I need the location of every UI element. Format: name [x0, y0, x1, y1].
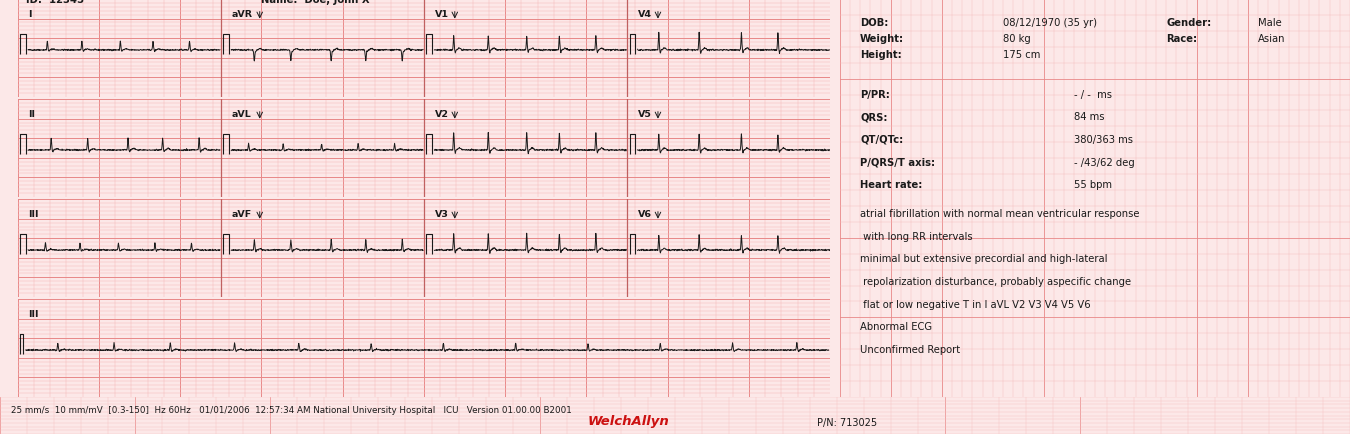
Text: III: III [28, 309, 39, 318]
Text: 175 cm: 175 cm [1003, 49, 1041, 59]
Text: V3: V3 [435, 209, 448, 218]
Text: repolarization disturbance, probably aspecific change: repolarization disturbance, probably asp… [860, 276, 1131, 286]
Text: II: II [28, 109, 35, 118]
Text: ID:  12345: ID: 12345 [26, 0, 84, 5]
Text: minimal but extensive precordial and high-lateral: minimal but extensive precordial and hig… [860, 254, 1107, 264]
Text: 380/363 ms: 380/363 ms [1075, 135, 1134, 145]
Text: Asian: Asian [1258, 34, 1285, 44]
Text: 08/12/1970 (35 yr): 08/12/1970 (35 yr) [1003, 18, 1098, 28]
Text: flat or low negative T in I aVL V2 V3 V4 V5 V6: flat or low negative T in I aVL V2 V3 V4… [860, 299, 1091, 309]
Text: Height:: Height: [860, 49, 902, 59]
Text: Race:: Race: [1166, 34, 1197, 44]
Text: 80 kg: 80 kg [1003, 34, 1031, 44]
Text: 25 mm/s  10 mm/mV  [0.3-150]  Hz 60Hz   01/01/2006  12:57:34 AM National Univers: 25 mm/s 10 mm/mV [0.3-150] Hz 60Hz 01/01… [11, 405, 571, 414]
Text: aVR: aVR [231, 10, 252, 19]
Text: QRS:: QRS: [860, 112, 887, 122]
Text: 55 bpm: 55 bpm [1075, 180, 1112, 190]
Text: P/N: 713025: P/N: 713025 [817, 418, 878, 427]
Text: 84 ms: 84 ms [1075, 112, 1104, 122]
Text: V5: V5 [637, 109, 652, 118]
Text: P/PR:: P/PR: [860, 89, 890, 99]
Text: - /43/62 deg: - /43/62 deg [1075, 157, 1135, 167]
Text: QT/QTc:: QT/QTc: [860, 135, 903, 145]
Text: WelchAllyn: WelchAllyn [587, 414, 670, 427]
Text: DOB:: DOB: [860, 18, 888, 28]
Text: Male: Male [1258, 18, 1282, 28]
Text: aVL: aVL [231, 109, 251, 118]
Text: Abnormal ECG: Abnormal ECG [860, 322, 933, 332]
Text: V4: V4 [637, 10, 652, 19]
Text: Weight:: Weight: [860, 34, 905, 44]
Text: aVF: aVF [231, 209, 251, 218]
Text: Unconfirmed Report: Unconfirmed Report [860, 344, 960, 354]
Text: Heart rate:: Heart rate: [860, 180, 922, 190]
Text: III: III [28, 209, 39, 218]
Text: Name:  Doe, John X: Name: Doe, John X [262, 0, 370, 5]
Text: V6: V6 [637, 209, 652, 218]
Text: with long RR intervals: with long RR intervals [860, 231, 973, 241]
Text: P/QRS/T axis:: P/QRS/T axis: [860, 157, 936, 167]
Text: I: I [28, 10, 31, 19]
Text: atrial fibrillation with normal mean ventricular response: atrial fibrillation with normal mean ven… [860, 208, 1139, 218]
Text: V2: V2 [435, 109, 448, 118]
Text: V1: V1 [435, 10, 448, 19]
Text: Gender:: Gender: [1166, 18, 1211, 28]
Text: - / -  ms: - / - ms [1075, 89, 1112, 99]
